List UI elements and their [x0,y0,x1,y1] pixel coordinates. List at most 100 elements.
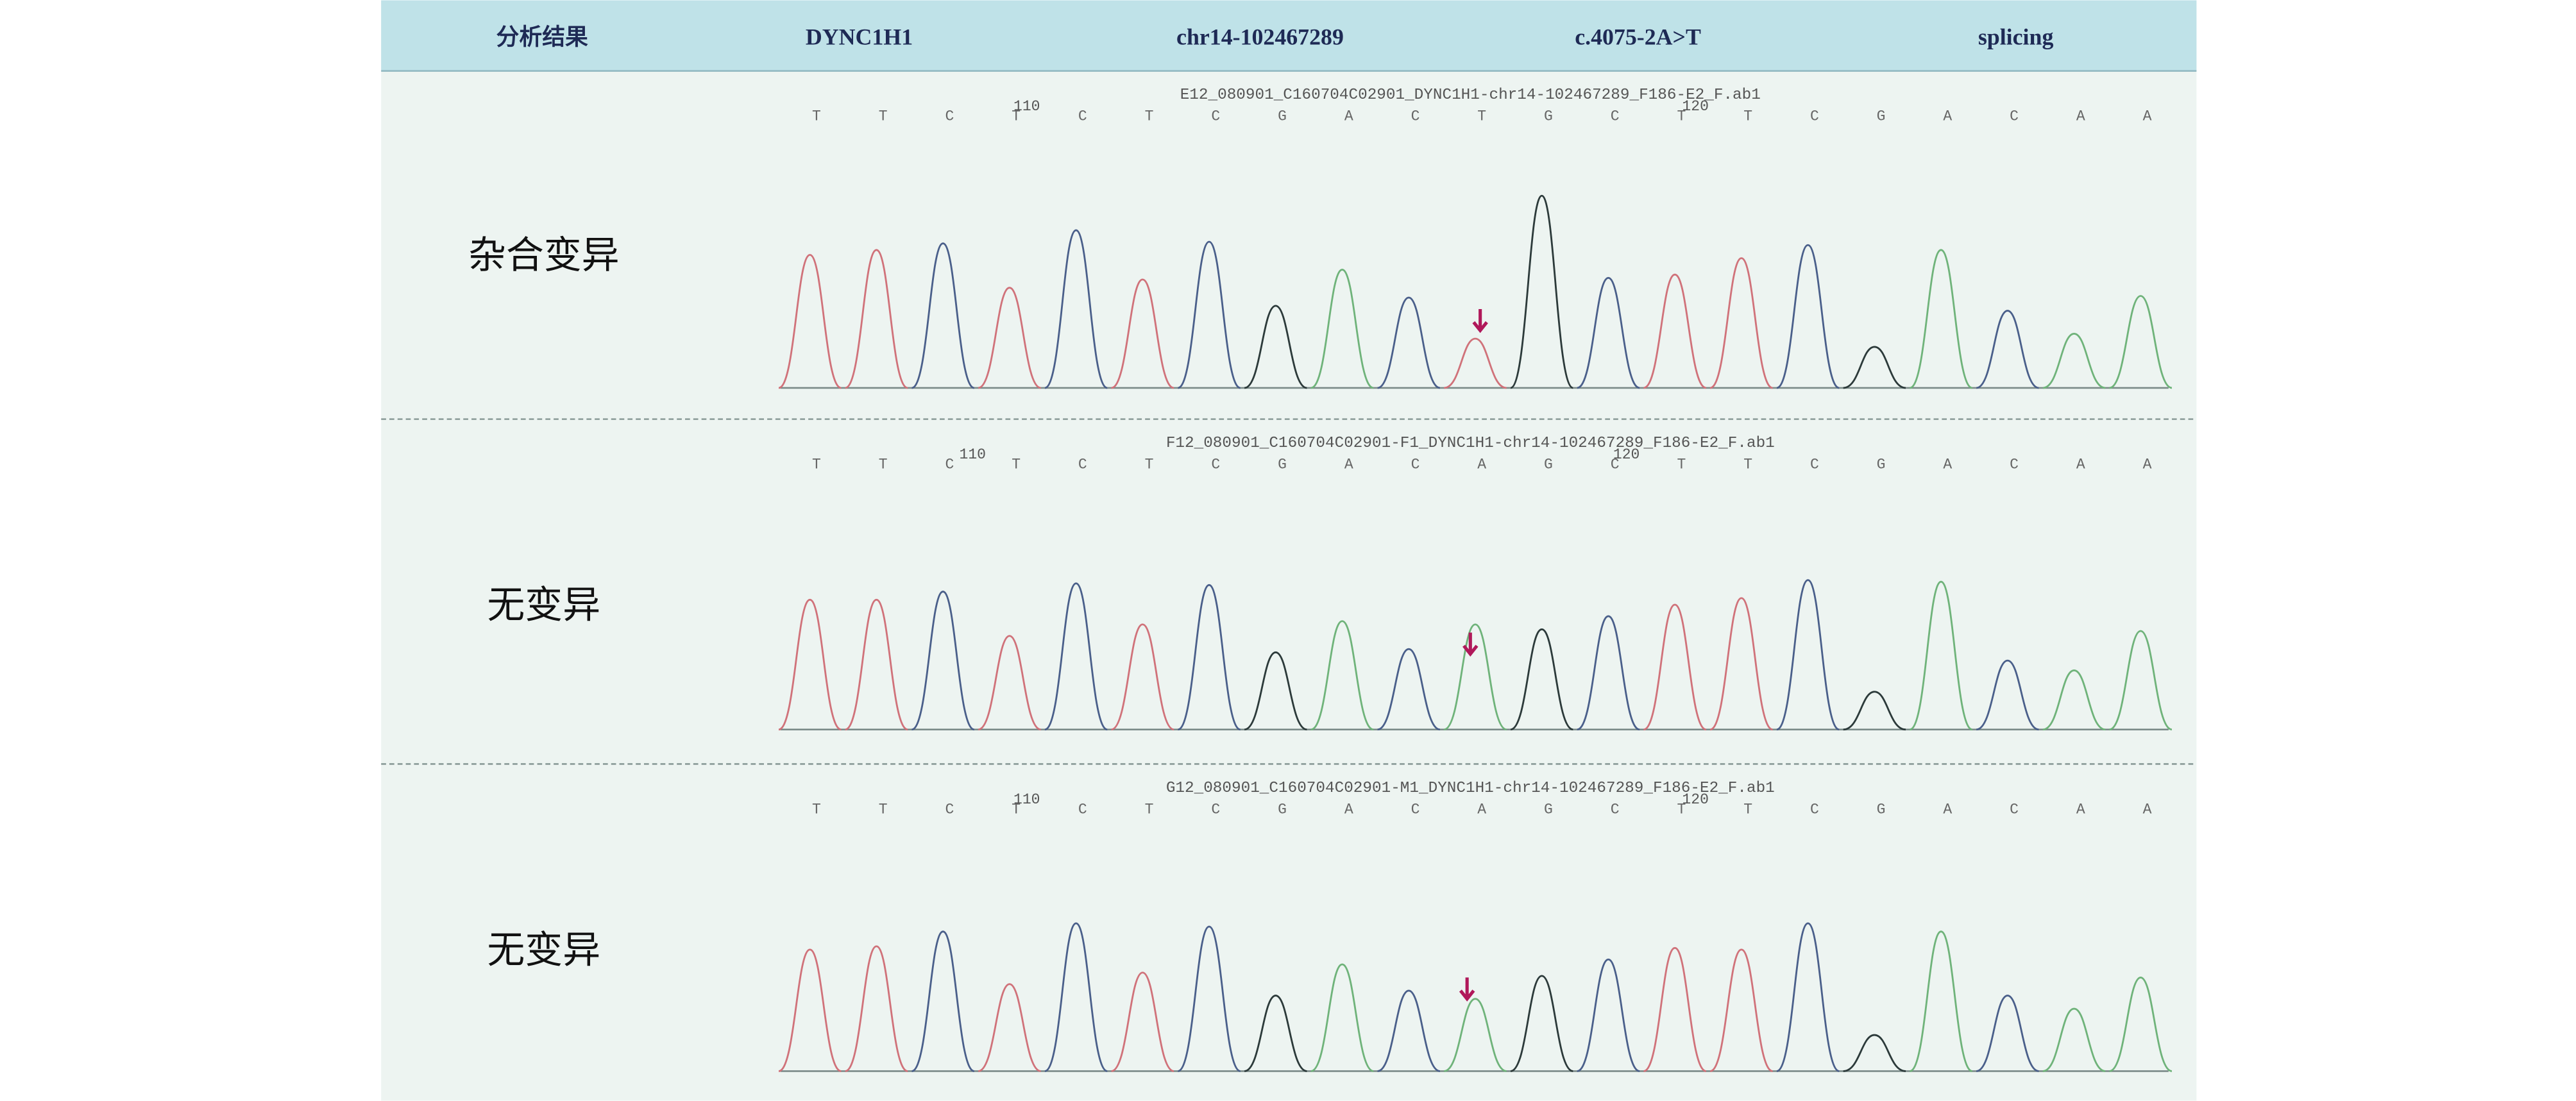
base-call: T [1743,801,1752,818]
trace-peak [778,948,842,1072]
base-call: G [1278,456,1287,473]
trace-peak [1709,257,1774,389]
base-call: T [812,456,821,473]
mutation-arrow [1472,309,1488,333]
base-call: T [1012,456,1021,473]
base-call: C [1611,801,1620,818]
base-call: T [1677,456,1686,473]
base-call: C [1810,801,1819,818]
base-call: C [945,456,954,473]
trace-peak [1776,922,1840,1072]
trace-peak [1577,276,1640,389]
trace-peak [1111,971,1174,1072]
base-call: T [1145,801,1154,818]
trace-peak [1443,998,1507,1072]
base-call: A [1943,456,1952,473]
base-call: T [1743,108,1752,124]
trace-peak [778,598,842,731]
base-call: A [1477,801,1486,818]
trace-peak [1909,249,1973,389]
trace-peak [978,635,1042,731]
trace-peak [911,591,975,731]
base-call: C [1078,456,1087,473]
row-label: 无变异 [487,927,600,971]
base-call: G [1278,801,1287,818]
trace-peak [2042,333,2106,389]
trace-peak [1909,930,1973,1072]
trace-peak [1709,597,1774,731]
mutation-arrow [1462,632,1479,657]
base-call: G [1877,801,1886,818]
base-call: A [1943,108,1952,124]
base-call: T [1477,108,1486,124]
base-call: G [1278,108,1287,124]
trace-peak [1244,651,1307,731]
base-call: G [1877,108,1886,124]
trace-peak [1044,922,1108,1072]
base-call: A [1477,456,1486,473]
trace-peak [1776,579,1840,731]
trace-peak [845,945,908,1072]
trace-file-name: E12_080901_C160704C02901_DYNC1H1-chr14-1… [1180,87,1761,104]
base-call: A [2143,801,2152,818]
base-call: T [879,456,888,473]
header-cell: 分析结果 [496,24,589,50]
trace-peak [1444,337,1507,389]
base-call: C [1611,108,1620,124]
content-area [381,0,2197,1101]
trace-peak [2109,977,2173,1072]
base-call: G [1877,456,1886,473]
base-call: C [1078,108,1087,124]
base-call: G [1544,801,1553,818]
base-call: T [812,801,821,818]
trace-peak [1177,925,1241,1072]
base-call: T [1012,108,1021,124]
base-call: C [1810,456,1819,473]
trace-peak [1443,623,1507,731]
header-cell: DYNC1H1 [806,24,913,50]
base-call: C [2010,108,2019,124]
trace-peak [1377,296,1441,389]
base-call: T [1677,801,1686,818]
trace-peak [1643,946,1707,1072]
position-label: 120 [1613,446,1640,463]
base-call: A [2143,108,2152,124]
base-call: C [1411,801,1420,818]
base-call: C [945,108,954,124]
trace-peak [1643,273,1707,389]
trace-peak [1244,305,1307,389]
base-call: T [1145,108,1154,124]
trace-peak [1510,194,1574,389]
trace-peak [1310,963,1374,1072]
base-call: A [1344,108,1353,124]
base-call: C [1810,108,1819,124]
trace-peak [845,249,908,389]
position-label: 120 [1682,98,1709,115]
trace-peak [778,254,842,389]
base-call: G [1544,108,1553,124]
trace-peak [1709,948,1774,1072]
trace-peak [911,242,975,389]
trace-peak [978,287,1042,389]
base-call: T [1677,108,1686,124]
trace-peak [1177,240,1241,389]
trace-peak [2042,1007,2106,1072]
base-call: A [2076,108,2085,124]
base-call: T [1012,801,1021,818]
mutation-arrow [1459,977,1475,1002]
trace-peak [2109,630,2173,731]
trace-peak [1510,628,1573,731]
trace-peak [1111,623,1174,731]
base-call: T [879,108,888,124]
base-call: C [1211,456,1220,473]
trace-peak [1643,603,1707,731]
trace-peak [2042,669,2106,731]
trace-file-name: F12_080901_C160704C02901-F1_DYNC1H1-chr1… [1166,435,1775,452]
header-band [381,0,2197,71]
trace-peak [845,598,908,731]
base-call: C [2010,456,2019,473]
trace-peak [1244,995,1307,1072]
base-call: C [1611,456,1620,473]
trace-peak [911,930,975,1072]
